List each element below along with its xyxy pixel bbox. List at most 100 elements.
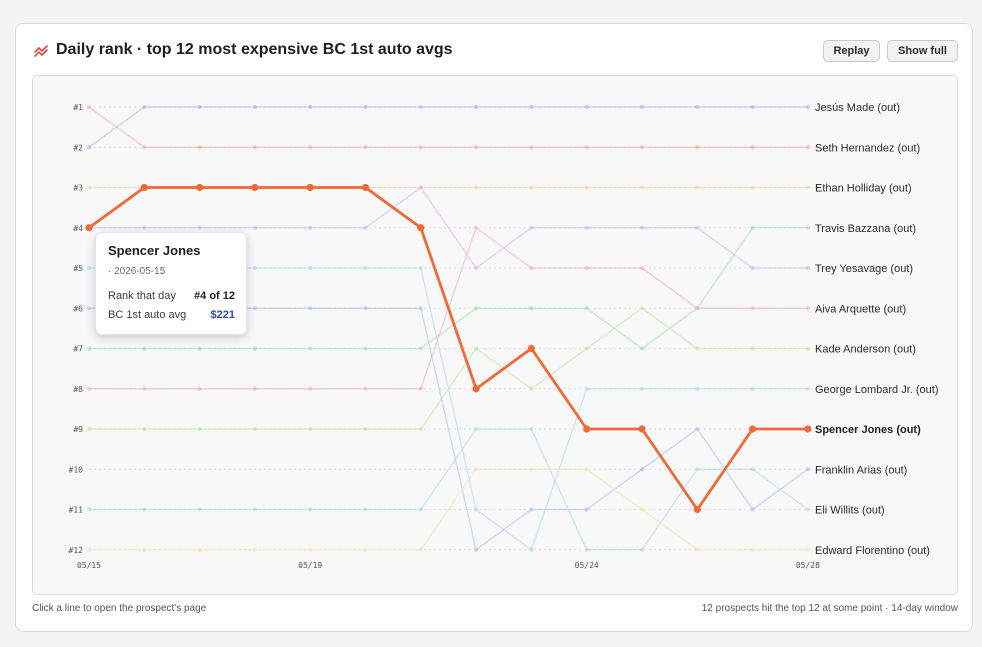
data-point[interactable] (584, 507, 589, 512)
data-point[interactable] (805, 346, 810, 351)
data-point[interactable] (308, 105, 313, 109)
series-jes-s-made-out[interactable] (87, 105, 810, 150)
data-point[interactable] (252, 346, 257, 351)
data-point[interactable] (750, 185, 755, 190)
data-point[interactable] (142, 145, 147, 150)
data-point[interactable] (474, 105, 479, 109)
data-point[interactable] (474, 266, 479, 270)
series-line[interactable] (88, 106, 808, 148)
data-point[interactable] (750, 386, 755, 391)
data-point[interactable] (750, 105, 755, 109)
data-point[interactable] (418, 266, 423, 270)
series-eli-willits-out[interactable] (87, 427, 810, 552)
data-point[interactable] (142, 427, 147, 431)
data-point[interactable] (87, 105, 91, 109)
data-point[interactable] (693, 505, 701, 514)
data-point[interactable] (805, 386, 810, 391)
data-point[interactable] (87, 306, 91, 311)
data-point[interactable] (584, 547, 589, 552)
data-point[interactable] (640, 145, 644, 150)
data-point[interactable] (308, 266, 313, 270)
data-point[interactable] (308, 145, 313, 150)
data-point[interactable] (640, 386, 644, 391)
data-point[interactable] (87, 547, 91, 552)
data-point[interactable] (584, 346, 589, 351)
data-point[interactable] (474, 467, 479, 472)
data-point[interactable] (583, 425, 591, 433)
data-point[interactable] (363, 266, 368, 270)
data-point[interactable] (750, 346, 755, 351)
data-point[interactable] (252, 507, 257, 512)
data-point[interactable] (640, 507, 644, 512)
data-point[interactable] (695, 386, 700, 391)
series-end-label[interactable]: Seth Hernandez (out) (815, 142, 920, 154)
series-seth-hernandez-out[interactable] (87, 105, 810, 150)
data-point[interactable] (197, 507, 202, 512)
series-end-label[interactable]: Kade Anderson (out) (815, 344, 916, 356)
data-point[interactable] (695, 547, 700, 552)
data-point[interactable] (584, 467, 589, 472)
data-point[interactable] (750, 467, 755, 472)
data-point[interactable] (142, 105, 147, 109)
data-point[interactable] (474, 185, 479, 190)
data-point[interactable] (584, 105, 589, 109)
data-point[interactable] (695, 306, 700, 311)
data-point[interactable] (529, 386, 534, 391)
series-end-label[interactable]: Travis Bazzana (out) (815, 223, 916, 235)
data-point[interactable] (474, 145, 479, 150)
replay-button[interactable]: Replay (823, 40, 880, 62)
series-end-label[interactable]: Ethan Holliday (out) (815, 183, 912, 195)
series-end-label[interactable]: Jesús Made (out) (815, 102, 900, 114)
data-point[interactable] (363, 105, 368, 109)
data-point[interactable] (472, 385, 480, 393)
data-point[interactable] (805, 105, 810, 109)
series-line[interactable] (88, 106, 808, 148)
data-point[interactable] (418, 346, 423, 351)
data-point[interactable] (87, 386, 91, 391)
data-point[interactable] (640, 225, 644, 230)
data-point[interactable] (252, 547, 257, 552)
series-trey-yesavage-out[interactable] (87, 185, 810, 271)
data-point[interactable] (418, 105, 423, 109)
data-point[interactable] (197, 346, 202, 351)
data-point[interactable] (417, 224, 425, 232)
series-end-label[interactable]: Aiva Arquette (out) (815, 303, 906, 315)
data-point[interactable] (308, 225, 313, 230)
data-point[interactable] (749, 425, 757, 433)
data-point[interactable] (804, 425, 812, 433)
data-point[interactable] (363, 225, 368, 230)
data-point[interactable] (308, 507, 313, 512)
data-point[interactable] (805, 507, 810, 512)
data-point[interactable] (750, 225, 755, 230)
series-end-label[interactable]: George Lombard Jr. (out) (815, 384, 939, 396)
data-point[interactable] (805, 145, 810, 150)
data-point[interactable] (252, 145, 257, 150)
data-point[interactable] (695, 346, 700, 351)
data-point[interactable] (750, 547, 755, 552)
data-point[interactable] (418, 145, 423, 150)
data-point[interactable] (805, 185, 810, 190)
data-point[interactable] (640, 547, 644, 552)
data-point[interactable] (87, 346, 91, 351)
data-point[interactable] (474, 507, 479, 512)
data-point[interactable] (805, 467, 810, 472)
data-point[interactable] (252, 386, 257, 391)
data-point[interactable] (474, 225, 479, 230)
data-point[interactable] (197, 547, 202, 552)
data-point[interactable] (197, 145, 202, 150)
data-point[interactable] (363, 427, 368, 431)
data-point[interactable] (418, 507, 423, 512)
series-line[interactable] (89, 468, 808, 551)
series-line[interactable] (89, 186, 808, 269)
data-point[interactable] (695, 427, 700, 431)
data-point[interactable] (308, 427, 313, 431)
data-point[interactable] (252, 225, 257, 230)
data-point[interactable] (640, 306, 644, 311)
show-full-button[interactable]: Show full (887, 40, 958, 62)
data-point[interactable] (87, 145, 91, 150)
data-point[interactable] (142, 386, 147, 391)
series-line[interactable] (89, 428, 809, 551)
data-point[interactable] (196, 183, 204, 192)
series-end-label[interactable]: Spencer Jones (out) (815, 424, 921, 436)
data-point[interactable] (584, 145, 589, 150)
